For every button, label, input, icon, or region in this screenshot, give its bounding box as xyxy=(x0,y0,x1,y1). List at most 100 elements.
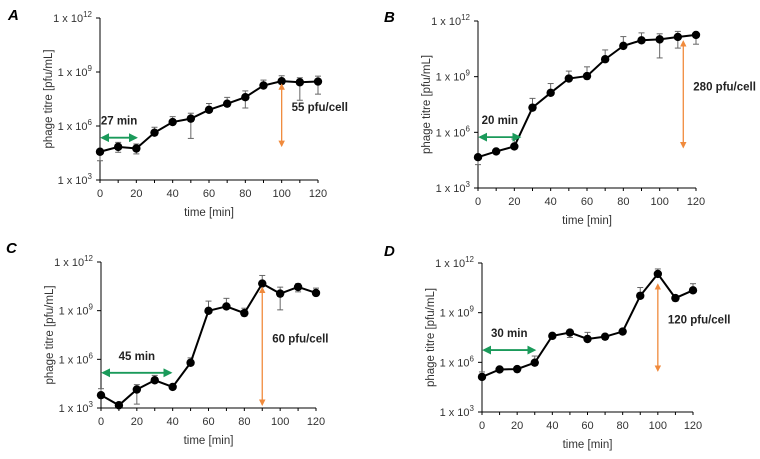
y-axis-label: phage titre [pfu/mL] xyxy=(43,49,55,148)
data-point xyxy=(277,76,286,86)
data-point xyxy=(688,286,698,295)
burst-size-label: 55 pfu/cell xyxy=(292,102,348,114)
y-tick-label: 1 x 106 xyxy=(436,124,471,139)
latent-period-label: 45 min xyxy=(119,351,155,363)
data-point xyxy=(565,328,575,337)
y-tick-label: 1 x 109 xyxy=(59,303,94,318)
data-point xyxy=(655,35,664,44)
y-tick-prefix: 1 x 10 xyxy=(436,72,466,84)
y-tick-prefix: 1 x 10 xyxy=(431,16,461,28)
x-tick-label: 60 xyxy=(581,196,593,208)
data-point xyxy=(691,30,701,40)
y-tick-prefix: 1 x 10 xyxy=(436,127,466,139)
y-tick-prefix: 1 x 10 xyxy=(440,407,470,419)
x-tick-label: 120 xyxy=(309,188,327,200)
panel-label: A xyxy=(7,7,19,24)
data-point xyxy=(477,372,487,382)
x-tick-label: 20 xyxy=(131,416,143,428)
data-point xyxy=(293,282,303,292)
latent-period-label: 27 min xyxy=(101,116,137,128)
x-tick-label: 80 xyxy=(239,188,251,200)
data-point xyxy=(168,382,177,392)
panel-label: D xyxy=(384,243,395,260)
y-tick-label: 1 x 1012 xyxy=(53,10,92,25)
y-tick-prefix: 1 x 10 xyxy=(440,357,470,369)
x-tick-label: 80 xyxy=(238,416,250,428)
data-point xyxy=(150,128,159,137)
data-point xyxy=(186,114,196,123)
data-point xyxy=(619,41,628,51)
data-point xyxy=(546,88,555,98)
panel-label: B xyxy=(384,9,395,26)
data-point xyxy=(95,147,105,156)
y-tick-exponent: 3 xyxy=(89,400,94,409)
x-tick-label: 120 xyxy=(687,196,705,208)
data-point xyxy=(240,308,249,318)
burst-size-label: 280 pfu/cell xyxy=(693,81,756,93)
x-tick-label: 60 xyxy=(202,416,214,428)
y-tick-exponent: 3 xyxy=(466,180,471,189)
x-axis-label: time [min] xyxy=(562,215,612,227)
x-tick-label: 80 xyxy=(617,420,629,432)
data-point xyxy=(673,32,683,42)
x-tick-label: 20 xyxy=(508,196,520,208)
data-point xyxy=(113,142,123,152)
y-tick-exponent: 9 xyxy=(88,64,93,73)
data-point xyxy=(600,55,610,64)
x-tick-label: 20 xyxy=(511,420,523,432)
data-point xyxy=(114,401,124,410)
y-tick-exponent: 12 xyxy=(461,13,470,22)
data-point xyxy=(204,105,214,115)
x-tick-label: 40 xyxy=(167,188,179,200)
x-tick-label: 0 xyxy=(475,196,481,208)
data-point xyxy=(548,331,557,341)
data-point xyxy=(636,291,645,300)
y-tick-label: 1 x 106 xyxy=(59,351,94,366)
y-tick-exponent: 12 xyxy=(83,10,92,19)
y-tick-label: 1 x 103 xyxy=(59,400,94,415)
y-tick-exponent: 3 xyxy=(88,172,93,181)
y-tick-prefix: 1 x 10 xyxy=(58,67,88,79)
x-tick-label: 80 xyxy=(617,196,629,208)
x-tick-label: 60 xyxy=(581,420,593,432)
y-tick-prefix: 1 x 10 xyxy=(58,121,88,133)
x-tick-label: 100 xyxy=(649,420,667,432)
x-tick-label: 20 xyxy=(130,188,142,200)
series-line xyxy=(481,272,694,378)
latent-period-label: 30 min xyxy=(491,328,527,340)
x-tick-label: 100 xyxy=(271,416,289,428)
data-point xyxy=(510,142,519,151)
y-tick-prefix: 1 x 10 xyxy=(440,308,470,320)
y-tick-exponent: 3 xyxy=(470,404,475,413)
y-tick-label: 1 x 106 xyxy=(58,118,93,133)
data-point xyxy=(168,117,177,127)
y-tick-label: 1 x 109 xyxy=(58,64,93,79)
data-point xyxy=(637,36,646,45)
y-tick-label: 1 x 109 xyxy=(440,305,475,320)
y-tick-label: 1 x 106 xyxy=(440,354,475,369)
y-axis-label: phage titre [pfu/mL] xyxy=(44,285,56,384)
y-tick-prefix: 1 x 10 xyxy=(435,258,465,270)
y-tick-exponent: 6 xyxy=(88,118,93,127)
y-tick-prefix: 1 x 10 xyxy=(59,403,89,415)
data-point xyxy=(96,390,106,400)
x-axis-label: time [min] xyxy=(563,439,613,451)
y-tick-exponent: 9 xyxy=(466,69,471,78)
data-point xyxy=(583,334,592,344)
data-point xyxy=(259,81,268,90)
y-tick-prefix: 1 x 10 xyxy=(54,257,84,269)
y-tick-prefix: 1 x 10 xyxy=(53,13,83,25)
x-axis-label: time [min] xyxy=(184,207,234,219)
data-point xyxy=(512,364,522,374)
y-tick-prefix: 1 x 10 xyxy=(436,183,466,195)
x-tick-label: 120 xyxy=(684,420,702,432)
data-point xyxy=(186,358,195,367)
y-tick-exponent: 9 xyxy=(470,305,475,314)
data-point xyxy=(653,269,663,279)
data-point xyxy=(132,385,142,394)
x-tick-label: 100 xyxy=(650,196,668,208)
y-tick-prefix: 1 x 10 xyxy=(59,354,89,366)
